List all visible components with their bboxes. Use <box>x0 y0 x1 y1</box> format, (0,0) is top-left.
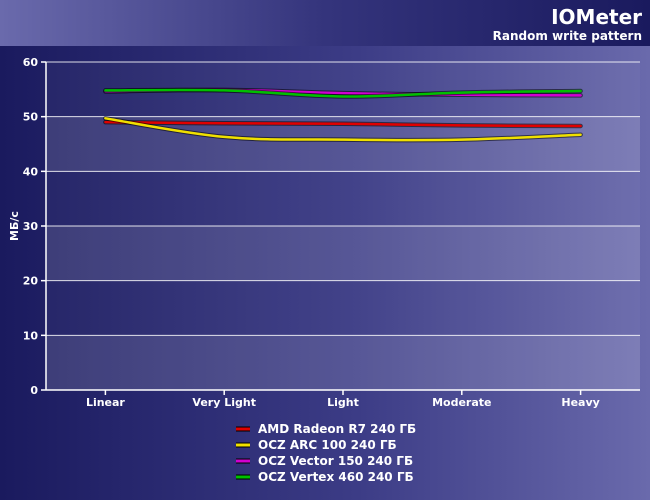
x-axis-ticks: Linear Very Light Light Moderate Heavy <box>86 390 600 409</box>
series-line <box>104 117 582 142</box>
x-tick-label: Light <box>327 396 359 409</box>
x-tick-label: Heavy <box>561 396 599 409</box>
chart-title: IOMeter <box>551 5 642 29</box>
legend-label: OCZ Vertex 460 240 ГБ <box>258 470 414 484</box>
series-line <box>104 120 582 128</box>
legend-label: AMD Radeon R7 240 ГБ <box>258 422 416 436</box>
x-tick-label: Linear <box>86 396 125 409</box>
plot-band <box>46 171 640 226</box>
y-tick-label: 60 <box>23 56 39 69</box>
legend-label: OCZ Vector 150 240 ГБ <box>258 454 413 468</box>
legend: AMD Radeon R7 240 ГБ OCZ ARC 100 240 ГБ OC… <box>236 422 416 484</box>
y-tick-label: 50 <box>23 111 39 124</box>
y-tick-label: 0 <box>30 384 38 397</box>
plot-band <box>46 335 640 390</box>
x-tick-label: Very Light <box>192 396 256 409</box>
x-tick-label: Moderate <box>432 396 491 409</box>
plot-band <box>46 226 640 281</box>
plot-band <box>46 280 640 336</box>
series-lines <box>103 87 583 143</box>
gridlines <box>46 61 640 336</box>
legend-label: OCZ ARC 100 240 ГБ <box>258 438 397 452</box>
y-axis-label: МБ/с <box>8 211 21 241</box>
y-axis-ticks: 0 10 20 30 40 50 60 <box>23 56 46 397</box>
y-tick-label: 20 <box>23 275 39 288</box>
series-line <box>104 88 582 98</box>
y-tick-label: 40 <box>23 165 39 178</box>
title-banner <box>0 0 650 46</box>
plot-bands <box>46 62 640 390</box>
y-tick-label: 30 <box>23 220 39 233</box>
y-tick-label: 10 <box>23 329 39 342</box>
chart-subtitle: Random write pattern <box>493 29 642 43</box>
